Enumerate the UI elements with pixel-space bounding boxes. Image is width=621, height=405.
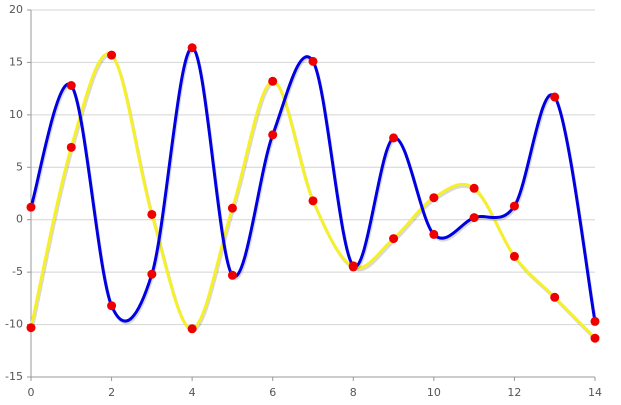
point [550,292,560,302]
point [469,213,479,223]
point [26,202,36,212]
y-tick-label: 15 [9,55,23,68]
y-tick-label: 0 [16,213,23,226]
point [227,270,237,280]
point [107,50,117,60]
x-tick-label: 14 [588,386,602,399]
point [469,183,479,193]
point [147,269,157,279]
point [550,92,560,102]
point [348,261,358,271]
point [308,56,318,66]
x-tick-label: 2 [108,386,115,399]
point [107,301,117,311]
point [227,203,237,213]
point [389,234,399,244]
point [66,80,76,90]
y-tick-label: -10 [5,318,23,331]
point [66,142,76,152]
x-tick-label: 8 [350,386,357,399]
point [308,196,318,206]
series-line [29,52,597,340]
y-tick-label: 5 [16,160,23,173]
point [26,323,36,333]
point [429,193,439,203]
point [187,324,197,334]
series-line [29,46,597,323]
y-tick-label: 20 [9,3,23,16]
point [509,201,519,211]
point [147,209,157,219]
y-tick-label: -15 [5,370,23,383]
point [429,229,439,239]
point [509,251,519,261]
x-tick-label: 4 [189,386,196,399]
point [268,76,278,86]
point [187,43,197,53]
y-tick-label: 10 [9,108,23,121]
x-tick-label: 0 [28,386,35,399]
point [268,130,278,140]
y-tick-label: -5 [12,265,23,278]
line-shadow [30,48,598,325]
x-tick-label: 6 [269,386,276,399]
x-tick-label: 10 [427,386,441,399]
point [389,133,399,143]
point [590,316,600,326]
x-tick-label: 12 [507,386,521,399]
point [590,333,600,343]
